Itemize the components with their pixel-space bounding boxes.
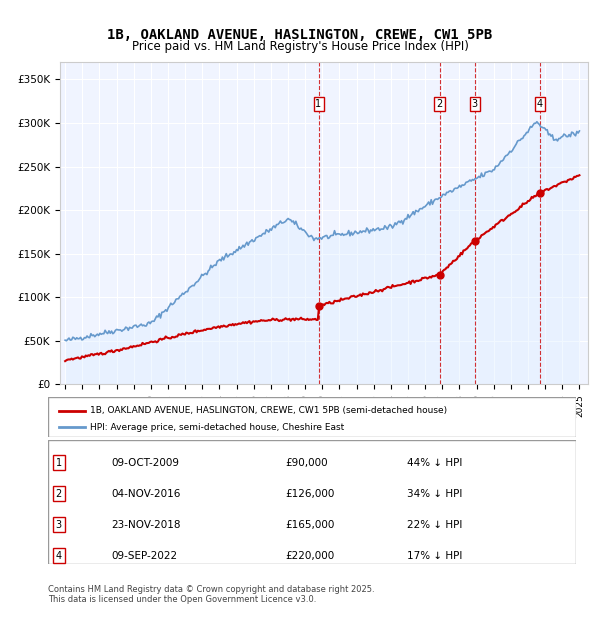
Text: 09-SEP-2022: 09-SEP-2022 [112, 551, 178, 560]
Text: 4: 4 [537, 99, 543, 109]
Text: £220,000: £220,000 [286, 551, 335, 560]
Text: 04-NOV-2016: 04-NOV-2016 [112, 489, 181, 498]
Text: 1: 1 [55, 458, 62, 467]
Text: 2: 2 [436, 99, 443, 109]
Text: 17% ↓ HPI: 17% ↓ HPI [407, 551, 463, 560]
FancyBboxPatch shape [48, 397, 576, 437]
Text: 34% ↓ HPI: 34% ↓ HPI [407, 489, 463, 498]
Text: 09-OCT-2009: 09-OCT-2009 [112, 458, 179, 467]
FancyBboxPatch shape [48, 440, 576, 564]
Text: 2: 2 [55, 489, 62, 498]
Text: £126,000: £126,000 [286, 489, 335, 498]
Text: 1B, OAKLAND AVENUE, HASLINGTON, CREWE, CW1 5PB (semi-detached house): 1B, OAKLAND AVENUE, HASLINGTON, CREWE, C… [90, 406, 448, 415]
Text: HPI: Average price, semi-detached house, Cheshire East: HPI: Average price, semi-detached house,… [90, 422, 344, 432]
Text: £90,000: £90,000 [286, 458, 328, 467]
Text: 44% ↓ HPI: 44% ↓ HPI [407, 458, 463, 467]
Text: 23-NOV-2018: 23-NOV-2018 [112, 520, 181, 529]
Text: 1: 1 [316, 99, 322, 109]
Text: Contains HM Land Registry data © Crown copyright and database right 2025.
This d: Contains HM Land Registry data © Crown c… [48, 585, 374, 604]
Text: Price paid vs. HM Land Registry's House Price Index (HPI): Price paid vs. HM Land Registry's House … [131, 40, 469, 53]
Text: 3: 3 [472, 99, 478, 109]
Text: 1B, OAKLAND AVENUE, HASLINGTON, CREWE, CW1 5PB: 1B, OAKLAND AVENUE, HASLINGTON, CREWE, C… [107, 28, 493, 42]
Text: 22% ↓ HPI: 22% ↓ HPI [407, 520, 463, 529]
Text: 3: 3 [55, 520, 62, 529]
Text: 4: 4 [55, 551, 62, 560]
Text: £165,000: £165,000 [286, 520, 335, 529]
